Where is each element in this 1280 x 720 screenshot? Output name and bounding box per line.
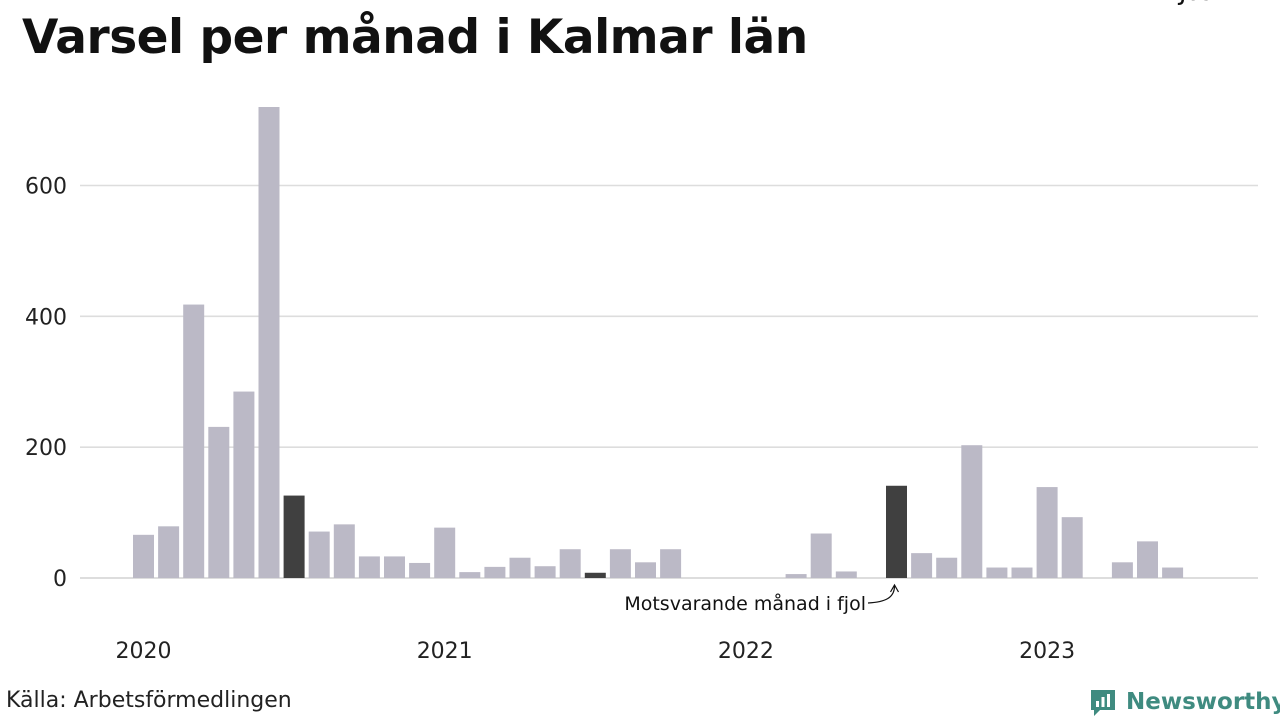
annotations: Juli16 Motsvarande månad i fjol bbox=[624, 0, 1216, 615]
bar bbox=[409, 562, 431, 578]
bar bbox=[208, 426, 230, 578]
bar bbox=[133, 534, 154, 578]
y-tick-label: 400 bbox=[25, 305, 67, 330]
bar bbox=[1061, 517, 1083, 578]
bar bbox=[961, 445, 983, 578]
newsworthy-logo-icon bbox=[1091, 690, 1115, 716]
bar bbox=[333, 524, 355, 578]
current-value-label: 16 bbox=[1182, 0, 1214, 6]
bar bbox=[1036, 487, 1058, 578]
y-axis-ticks: 0 200 400 600 bbox=[25, 175, 67, 593]
bar bbox=[911, 553, 933, 578]
bar bbox=[183, 304, 205, 578]
bar bbox=[986, 567, 1008, 578]
bars bbox=[133, 107, 1184, 578]
bar bbox=[308, 531, 330, 578]
bar bbox=[785, 574, 807, 578]
bar bbox=[434, 527, 456, 578]
y-tick-label: 0 bbox=[53, 567, 67, 592]
last-year-annotation: Motsvarande månad i fjol bbox=[624, 592, 866, 615]
bar bbox=[459, 572, 481, 578]
x-tick-label: 2021 bbox=[417, 639, 473, 664]
annotation-arrow bbox=[867, 585, 896, 604]
bar bbox=[936, 557, 958, 578]
x-tick-label: 2020 bbox=[116, 639, 172, 664]
bar bbox=[1162, 567, 1184, 578]
bar bbox=[1111, 562, 1133, 578]
bar bbox=[1137, 541, 1158, 578]
bar bbox=[1011, 567, 1033, 578]
bar bbox=[358, 556, 380, 578]
chart-title: Varsel per månad i Kalmar län bbox=[22, 10, 808, 65]
bar bbox=[609, 549, 631, 578]
bar bbox=[810, 533, 832, 578]
current-month-label: Juli bbox=[1177, 0, 1216, 6]
bar bbox=[886, 485, 907, 578]
bar-chart: 0 200 400 600 2020 2021 2022 2023 Juli16 Motsva… bbox=[25, 0, 1258, 664]
bar bbox=[660, 549, 682, 578]
brand-logo[interactable]: Newsworthy bbox=[1088, 684, 1280, 720]
bar bbox=[233, 391, 255, 578]
bar bbox=[509, 557, 531, 578]
bar bbox=[835, 571, 857, 578]
bar bbox=[584, 572, 606, 578]
bar bbox=[158, 526, 180, 578]
bar bbox=[484, 566, 506, 578]
bar bbox=[384, 556, 405, 578]
x-tick-label: 2023 bbox=[1019, 639, 1075, 664]
bar bbox=[534, 566, 556, 578]
annotation-arrowhead bbox=[889, 583, 900, 593]
bar bbox=[283, 495, 305, 578]
x-axis-ticks: 2020 2021 2022 2023 bbox=[116, 639, 1076, 664]
y-tick-label: 200 bbox=[25, 436, 67, 461]
bar bbox=[258, 107, 280, 578]
brand-name: Newsworthy bbox=[1126, 689, 1280, 715]
y-tick-label: 600 bbox=[25, 175, 67, 200]
bar bbox=[635, 562, 656, 578]
source-note: Källa: Arbetsförmedlingen bbox=[6, 688, 292, 713]
x-tick-label: 2022 bbox=[718, 639, 774, 664]
bar bbox=[559, 549, 581, 578]
